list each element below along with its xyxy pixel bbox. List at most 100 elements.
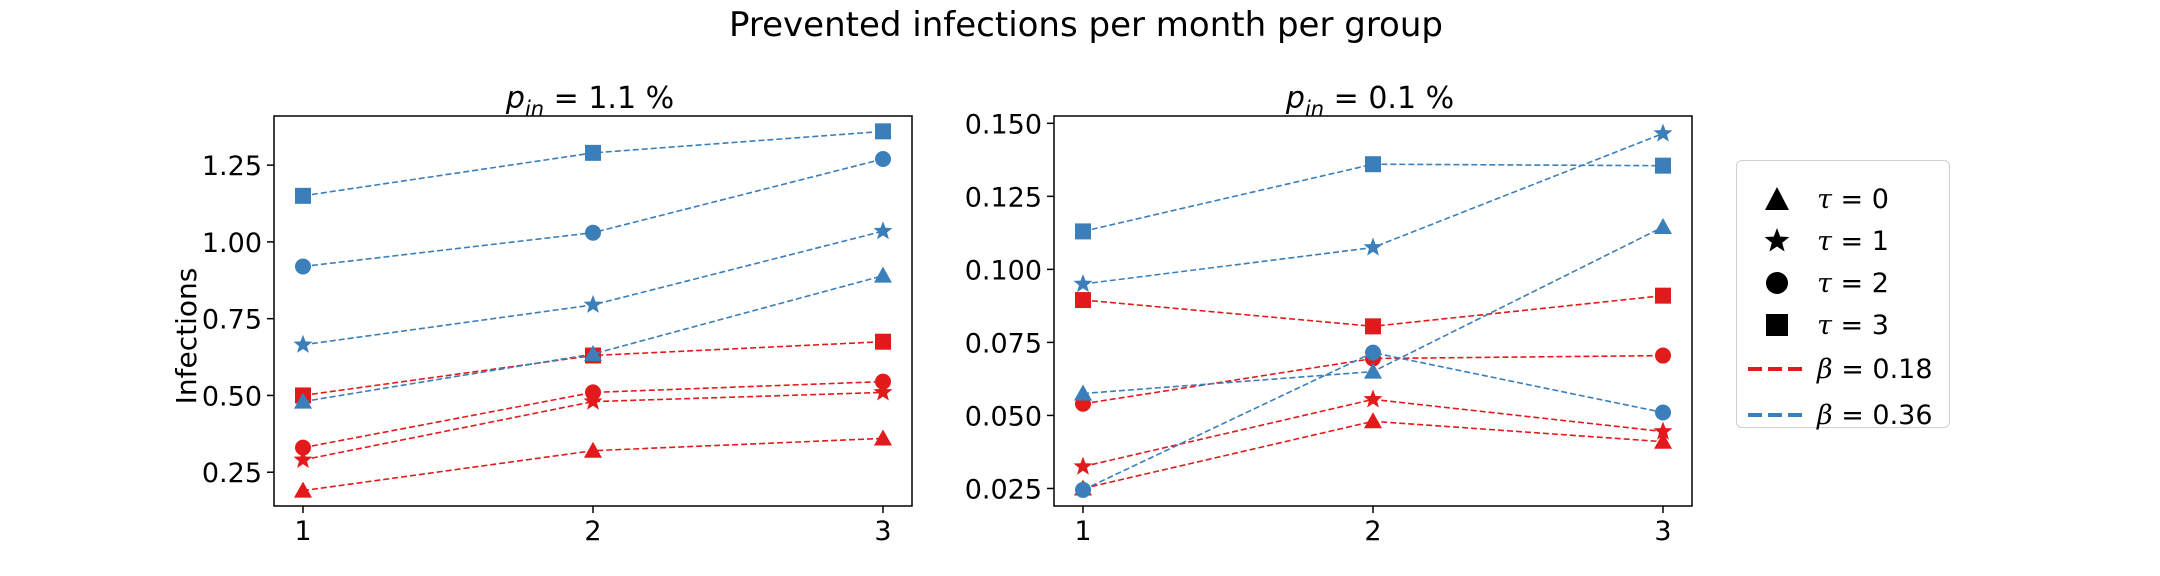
chart-title-left: pin = 1.1 % bbox=[505, 81, 674, 121]
series-tau-0-beta-036 bbox=[1074, 218, 1672, 401]
figure-title: Prevented infections per month per group bbox=[729, 5, 1443, 45]
data-point-triangle bbox=[1654, 432, 1672, 449]
data-point-square bbox=[875, 333, 891, 350]
series-line bbox=[302, 230, 884, 346]
data-point-star bbox=[293, 449, 313, 468]
data-point-square bbox=[1655, 157, 1671, 174]
series-tau-2-beta-036 bbox=[295, 150, 891, 275]
data-point-triangle bbox=[874, 266, 892, 283]
data-point-square bbox=[1365, 318, 1381, 335]
y-tick-label: 0.075 bbox=[965, 328, 1042, 359]
data-point-square bbox=[1075, 292, 1091, 309]
series-tau-3-beta-036 bbox=[295, 123, 891, 204]
data-point-circle bbox=[1075, 481, 1091, 498]
chart-title-right-sub: in bbox=[1305, 97, 1324, 121]
triangle-marker-icon bbox=[1737, 181, 1817, 217]
data-point-circle bbox=[295, 258, 311, 275]
data-point-circle bbox=[1655, 347, 1671, 364]
data-point-square bbox=[875, 123, 891, 140]
red-dashed-line-icon bbox=[1737, 351, 1817, 387]
legend-item-tau-1: τ = 1 bbox=[1737, 223, 1889, 259]
data-point-star bbox=[873, 382, 893, 401]
series-line bbox=[302, 391, 884, 461]
data-point-triangle bbox=[294, 481, 312, 498]
data-point-square bbox=[585, 144, 601, 161]
x-tick-label: 1 bbox=[1074, 516, 1091, 547]
series-tau-0-beta-036 bbox=[294, 266, 892, 409]
legend-label-tau-0: τ = 0 bbox=[1817, 183, 1889, 215]
y-tick-label: 1.25 bbox=[202, 151, 262, 182]
series-tau-3-beta-036 bbox=[1075, 156, 1671, 240]
y-axis-label-left: Infections bbox=[170, 268, 203, 405]
square-marker-icon bbox=[1737, 307, 1817, 343]
data-point-triangle bbox=[584, 344, 602, 361]
y-tick-label: 0.150 bbox=[965, 109, 1042, 140]
blue-dashed-line-icon bbox=[1737, 397, 1817, 433]
y-tick-label: 0.050 bbox=[965, 401, 1042, 432]
series-tau-0-beta-018 bbox=[1074, 412, 1672, 496]
series-line bbox=[302, 158, 884, 268]
series-line bbox=[302, 274, 884, 403]
series-tau-2-beta-036 bbox=[1075, 344, 1671, 498]
legend-label-tau-3: τ = 3 bbox=[1817, 309, 1889, 341]
data-point-triangle bbox=[294, 392, 312, 409]
y-tick-label: 0.125 bbox=[965, 182, 1042, 213]
data-point-triangle bbox=[874, 429, 892, 446]
data-point-triangle bbox=[584, 441, 602, 458]
data-point-triangle bbox=[1654, 218, 1672, 235]
chart-panel-right: pin = 0.1 % 1 2 3 0.025 0.050 0.075 0.100 0.125… bbox=[965, 81, 1693, 547]
data-point-star bbox=[583, 391, 603, 410]
data-point-square bbox=[1655, 287, 1671, 304]
legend-item-tau-2: τ = 2 bbox=[1737, 265, 1889, 301]
series-tau-1-beta-036 bbox=[293, 221, 893, 353]
legend-item-tau-0: τ = 0 bbox=[1737, 181, 1889, 217]
series-line bbox=[1082, 163, 1664, 233]
chart-title-left-main: p bbox=[505, 81, 525, 116]
legend-item-beta-036: β = 0.36 bbox=[1737, 397, 1933, 433]
y-tick-label: 1.00 bbox=[202, 228, 262, 259]
y-tick-label: 0.75 bbox=[202, 305, 262, 336]
series-line bbox=[1082, 420, 1664, 490]
x-tick-label: 3 bbox=[874, 516, 891, 547]
data-point-star bbox=[1363, 237, 1383, 256]
data-point-circle bbox=[1365, 344, 1381, 361]
legend-item-tau-3: τ = 3 bbox=[1737, 307, 1889, 343]
series-tau-2-beta-018 bbox=[295, 373, 891, 456]
data-point-circle bbox=[585, 224, 601, 241]
x-tick-label: 3 bbox=[1654, 516, 1671, 547]
data-point-star bbox=[1073, 274, 1093, 293]
legend-label-beta-018: β = 0.18 bbox=[1817, 353, 1933, 385]
y-tick-label: 0.50 bbox=[202, 381, 262, 412]
data-point-triangle bbox=[1364, 412, 1382, 429]
y-tick-label: 0.025 bbox=[965, 474, 1042, 505]
series-line bbox=[1082, 398, 1664, 468]
circle-marker-icon bbox=[1737, 265, 1817, 301]
series-line bbox=[302, 130, 884, 197]
chart-panel-left: pin = 1.1 % Infections 1 2 3 0.25 0.50 0.75 1.… bbox=[170, 81, 913, 547]
data-point-star bbox=[293, 334, 313, 353]
data-point-star bbox=[873, 221, 893, 240]
data-point-circle bbox=[585, 384, 601, 401]
series-tau-1-beta-036 bbox=[1073, 123, 1673, 293]
chart-title-right-rest: = 0.1 % bbox=[1324, 81, 1454, 116]
x-tick-label: 2 bbox=[1364, 516, 1381, 547]
data-point-triangle bbox=[1074, 384, 1092, 401]
chart-title-left-sub: in bbox=[525, 97, 544, 121]
data-point-circle bbox=[875, 373, 891, 390]
data-point-circle bbox=[295, 439, 311, 456]
data-point-star bbox=[1653, 421, 1673, 440]
x-tick-label: 2 bbox=[584, 516, 601, 547]
data-point-star bbox=[1073, 456, 1093, 475]
star-marker-icon bbox=[1737, 223, 1817, 259]
series-tau-1-beta-018 bbox=[293, 382, 893, 468]
data-point-square bbox=[1075, 223, 1091, 240]
series-tau-0-beta-018 bbox=[294, 429, 892, 498]
data-point-star bbox=[1653, 123, 1673, 142]
chart-title-right: pin = 0.1 % bbox=[1285, 81, 1454, 121]
chart-title-right-main: p bbox=[1285, 81, 1305, 116]
data-point-circle bbox=[1655, 404, 1671, 421]
series-line bbox=[302, 380, 884, 449]
legend-item-beta-018: β = 0.18 bbox=[1737, 351, 1933, 387]
data-point-circle bbox=[875, 150, 891, 167]
